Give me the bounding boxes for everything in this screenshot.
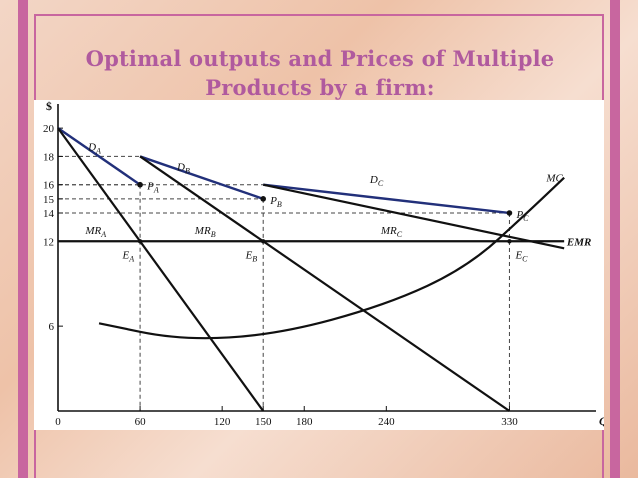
price-point-b [260,196,266,202]
price-point-label-a: PA [146,181,159,195]
equilibrium-point-b [261,239,266,244]
curve-mrc [262,183,565,250]
y-tick-label: 6 [49,321,55,333]
y-tick-label: 18 [43,151,55,163]
curve-mc [98,176,565,340]
left-border-bar [18,0,28,478]
equilibrium-label-a: EA [121,249,134,263]
slide-title: Optimal outputs and Prices of Multiple P… [40,44,600,102]
y-tick-label: 16 [43,180,55,192]
y-tick-label: 14 [43,208,55,220]
y-tick-label: 20 [43,123,55,135]
y-tick-label: 12 [43,236,54,248]
curve-label-mrb: MRB [194,225,216,239]
title-line-1: Optimal outputs and Prices of Multiple [85,46,555,71]
x-tick-label: 120 [214,416,231,428]
curve-label-da: DA [87,142,101,156]
price-point-c [506,210,513,216]
multi-product-pricing-chart: $ Q 0 60 120 150 180 240 330 20 18 16 15 14 12 6 PA PB PC… [43,99,608,428]
x-axis-label: Q [599,414,604,428]
x-tick-label: 180 [296,416,313,428]
curve-label-mrc: MRC [380,225,403,239]
equilibrium-point-c [507,239,512,244]
curve-db [139,155,264,200]
x-tick-label: 60 [135,416,147,428]
chart-panel: $ Q 0 60 120 150 180 240 330 20 18 16 15 14 12 6 PA PB PC… [34,99,608,430]
price-point-a [137,181,143,188]
equilibrium-label-b: EB [245,249,258,263]
price-point-label-b: PB [269,195,282,209]
curve-mrb [139,155,511,412]
curve-label-db: DB [176,161,190,175]
price-point-label-c: PC [515,209,529,223]
title-line-2: Products by a firm: [205,75,435,100]
y-axis-label: $ [46,100,52,113]
curve-da [57,127,141,186]
y-tick-label: 15 [43,194,55,206]
curve-mra [57,127,265,412]
equilibrium-point-a [137,239,143,244]
x-tick-label: 150 [255,416,272,428]
curve-label-mc: MC [545,173,563,185]
right-border-bar [610,0,620,478]
equilibrium-label-c: EC [514,249,528,263]
curve-dc [263,183,510,215]
x-tick-label: 0 [55,416,61,428]
curve-label-dc: DC [369,174,384,188]
curve-label-emr: EMR [566,236,591,248]
x-tick-label: 330 [501,416,518,428]
curve-label-mra: MRA [84,225,106,239]
x-tick-label: 240 [378,416,395,428]
